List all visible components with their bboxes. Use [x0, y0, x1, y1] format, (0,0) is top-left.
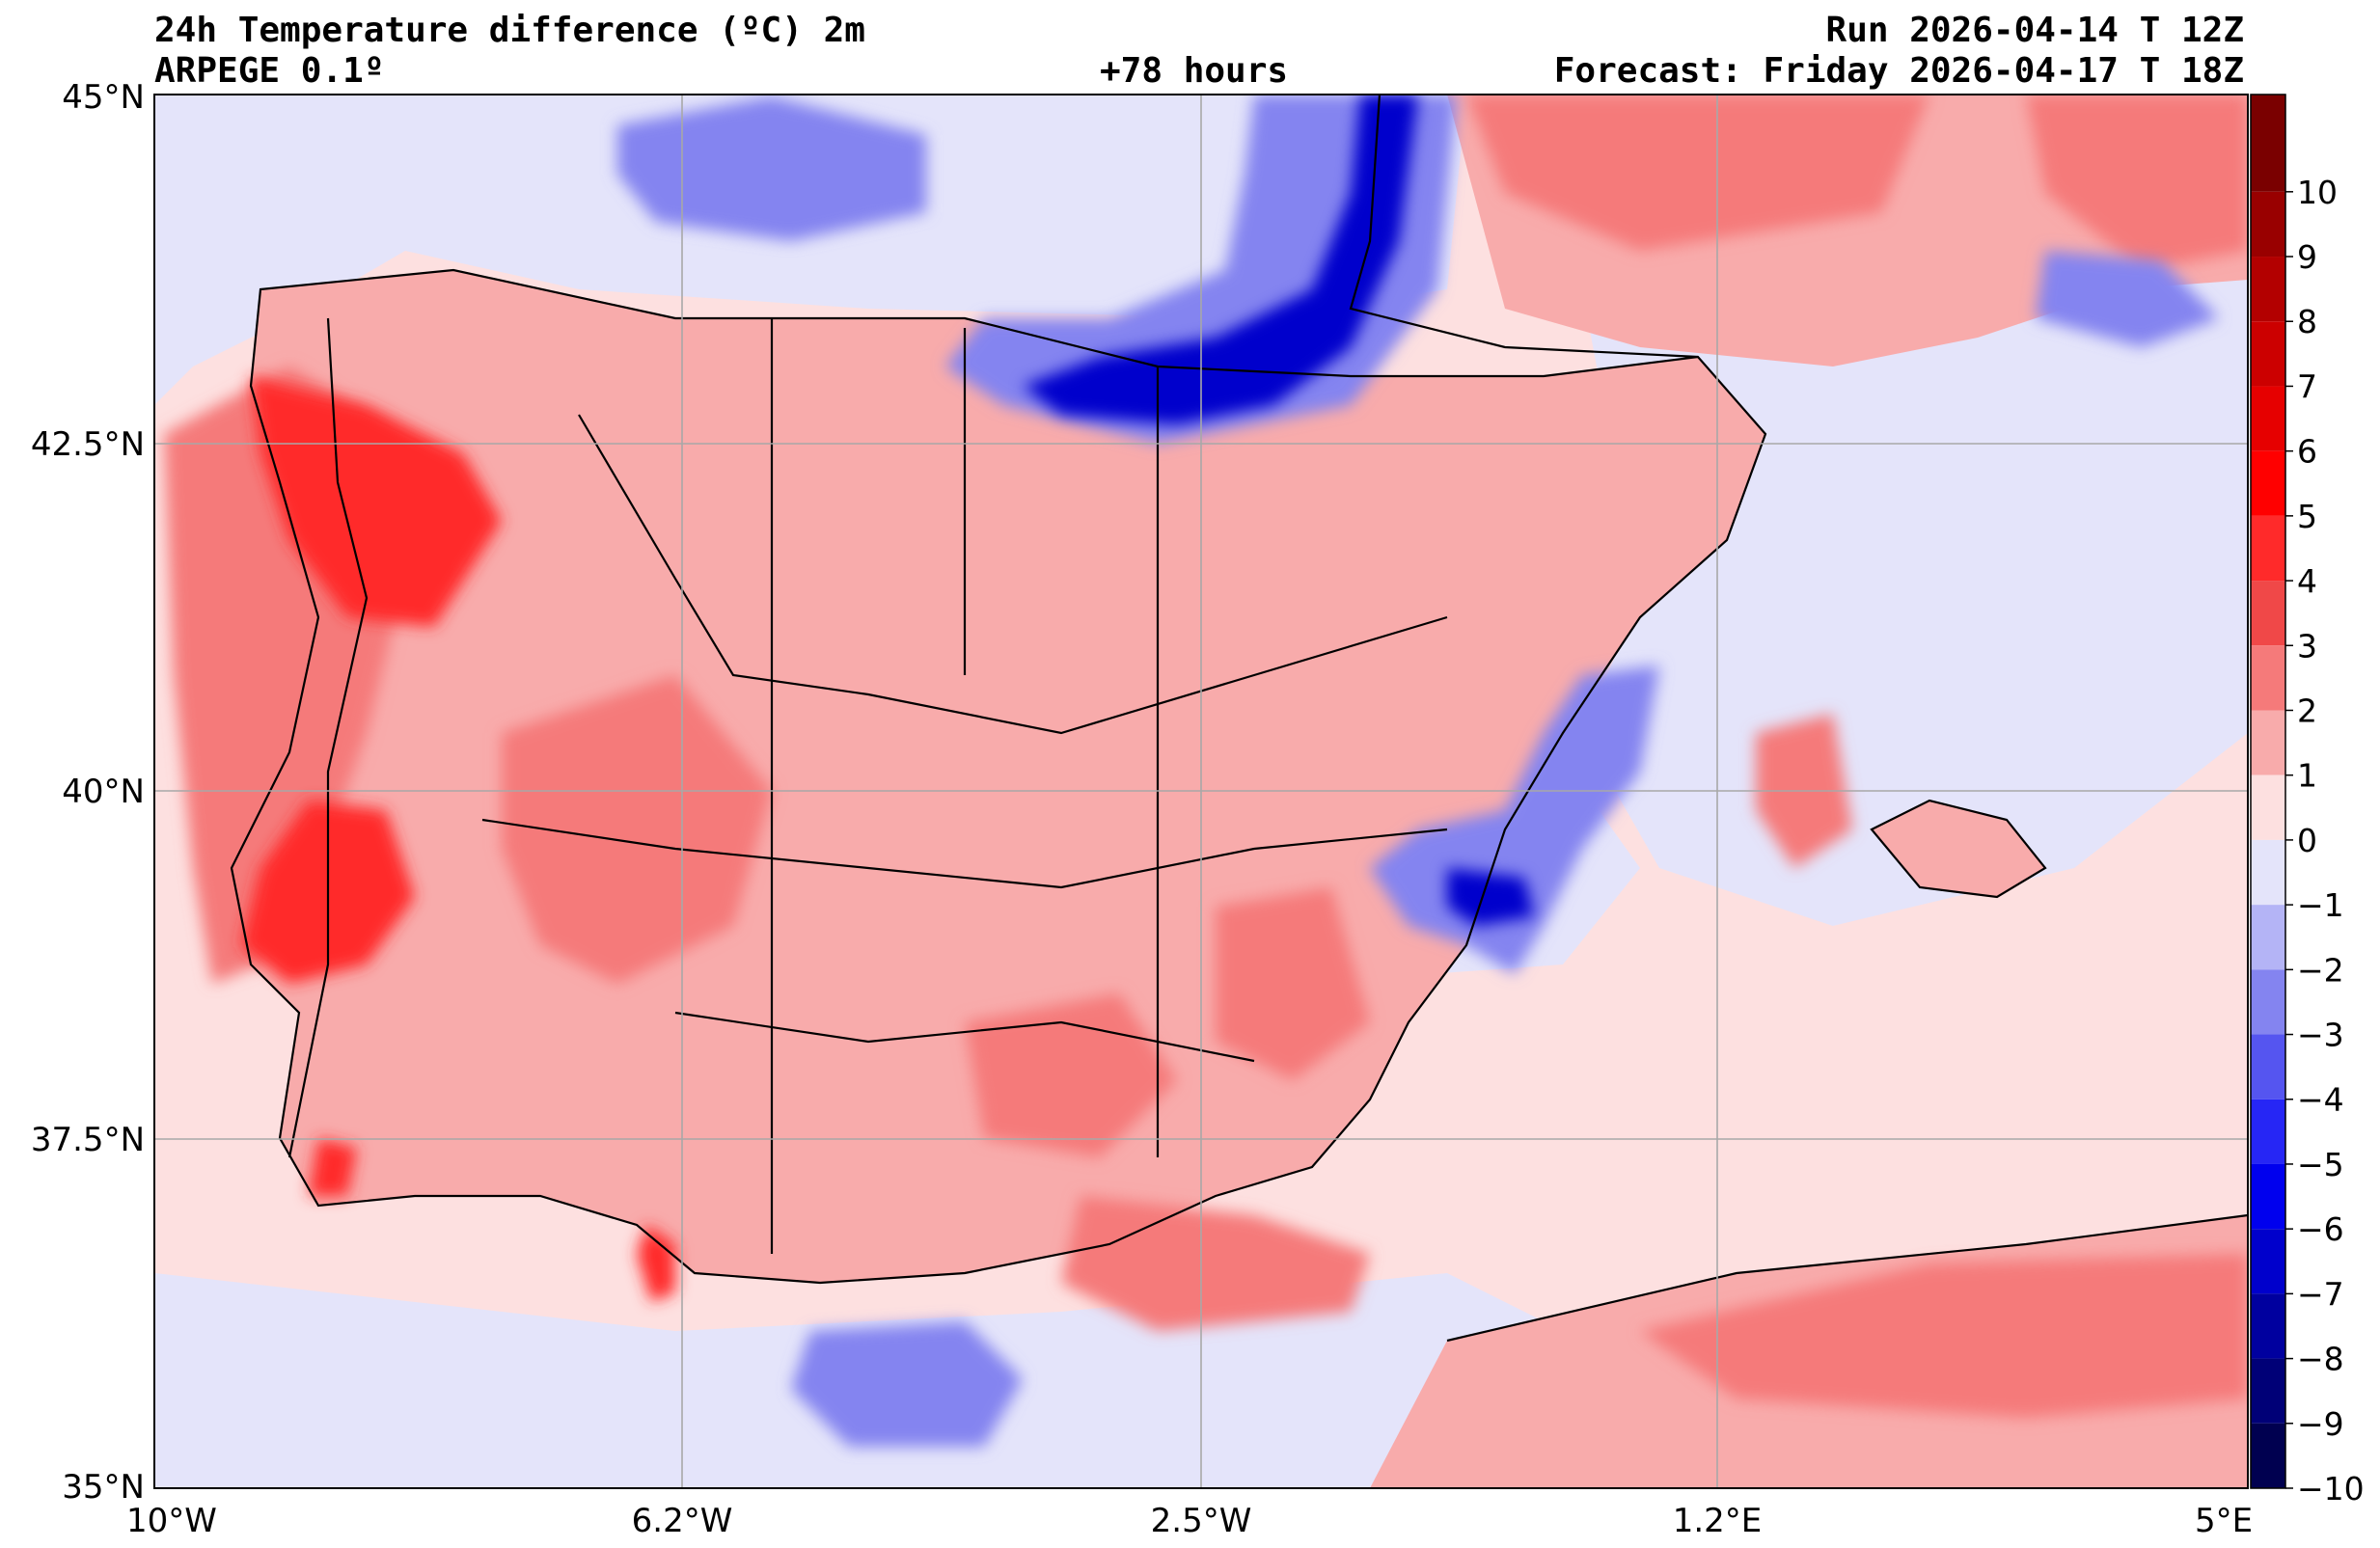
lat-label: 37.5°N: [31, 1121, 145, 1159]
colorbar-label: −7: [2297, 1275, 2344, 1313]
colorbar-label: 9: [2297, 238, 2317, 276]
lat-label: 42.5°N: [31, 425, 145, 464]
borders-layer: [230, 95, 2248, 1343]
map-frame: [153, 94, 2249, 1489]
lon-label: 2.5°W: [1151, 1502, 1252, 1540]
colorbar-swatch: [2251, 969, 2285, 1035]
colorbar-frame: [2250, 94, 2286, 1489]
colorbar-swatch: [2251, 515, 2285, 582]
colorbar-swatch: [2251, 1229, 2285, 1294]
lon-labels: 10°W 6.2°W 2.5°W 1.2°E 5°E: [126, 1502, 2253, 1540]
colorbar-label: 10: [2297, 174, 2338, 211]
province-border-a: [578, 414, 1448, 735]
run-label: Run 2026-04-14 T 12Z: [1825, 11, 2244, 50]
colorbar-swatch: [2251, 257, 2285, 322]
colorbar-label: 4: [2297, 562, 2317, 600]
province-border-d: [770, 318, 1160, 1254]
colorbar-swatch: [2251, 1423, 2285, 1488]
colorbar-label: −3: [2297, 1017, 2344, 1054]
gridlines: [154, 95, 2248, 1488]
lon-label: 6.2°W: [632, 1502, 733, 1540]
colorbar-swatch: [2251, 1099, 2285, 1164]
colorbar-swatch: [2251, 645, 2285, 711]
colorbar-swatch: [2251, 386, 2285, 451]
lat-label: 40°N: [62, 773, 145, 811]
cold-dark-areas: [1023, 95, 1534, 926]
colorbar-swatch: [2251, 1163, 2285, 1230]
colorbar-label: 6: [2297, 433, 2317, 471]
colorbar-label: −5: [2297, 1146, 2344, 1183]
colorbar-swatch: [2251, 1293, 2285, 1359]
lon-label: 10°W: [126, 1502, 217, 1540]
colorbar-label: 3: [2297, 627, 2317, 665]
portugal-border: [287, 317, 369, 1158]
colorbar-label: 1: [2297, 757, 2317, 795]
mallorca-island: [1872, 801, 2045, 897]
colorbar-label: 2: [2297, 692, 2317, 729]
colorbar-label: 5: [2297, 498, 2317, 535]
colorbar-swatch: [2251, 905, 2285, 970]
lon-label: 1.2°E: [1673, 1502, 1763, 1540]
mallorca-coastline: [1870, 799, 2047, 899]
lat-label: 45°N: [62, 78, 145, 117]
colorbar-label: −2: [2297, 951, 2344, 989]
colorbar-swatch: [2251, 839, 2285, 906]
colorbar-swatch: [2251, 774, 2285, 840]
colorbar-swatch: [2251, 710, 2285, 775]
colorbar-swatch: [2251, 581, 2285, 646]
colorbar-label: −6: [2297, 1210, 2344, 1248]
lead-time-label: +78 hours: [1100, 51, 1289, 91]
map-title: 24h Temperature difference (ºC) 2m: [154, 11, 865, 50]
warm-mid-areas: [164, 95, 2248, 1418]
colorbar-swatch: [2251, 450, 2285, 516]
colorbar-label: −9: [2297, 1405, 2344, 1443]
colorbar-label: −1: [2297, 886, 2344, 924]
colorbar-label: 0: [2297, 822, 2317, 859]
iberia-land: [232, 270, 1765, 1283]
lat-labels: 45°N 42.5°N 40°N 37.5°N 35°N: [31, 78, 145, 1507]
lat-label: 35°N: [62, 1468, 145, 1507]
colorbar-swatch: [2251, 95, 2285, 192]
forecast-label: Forecast: Friday 2026-04-17 T 18Z: [1553, 51, 2244, 91]
province-border-b: [481, 818, 1448, 889]
lon-label: 5°E: [2195, 1502, 2253, 1540]
model-label: ARPEGE 0.1º: [154, 51, 385, 91]
colorbar-label: −10: [2297, 1470, 2365, 1507]
africa-coastline: [1446, 1213, 2248, 1343]
colorbar-swatch: [2251, 1034, 2285, 1100]
colorbar-label: −8: [2297, 1341, 2344, 1378]
colorbar-swatch: [2251, 191, 2285, 258]
colorbar-swatch: [2251, 1358, 2285, 1424]
iberia-coastline: [230, 268, 1767, 1285]
colorbar-label: −4: [2297, 1081, 2344, 1119]
colorbar-label: 7: [2297, 367, 2317, 405]
colorbar-label: 8: [2297, 303, 2317, 340]
france-border: [1349, 95, 1699, 359]
colorbar-swatch: [2251, 321, 2285, 387]
